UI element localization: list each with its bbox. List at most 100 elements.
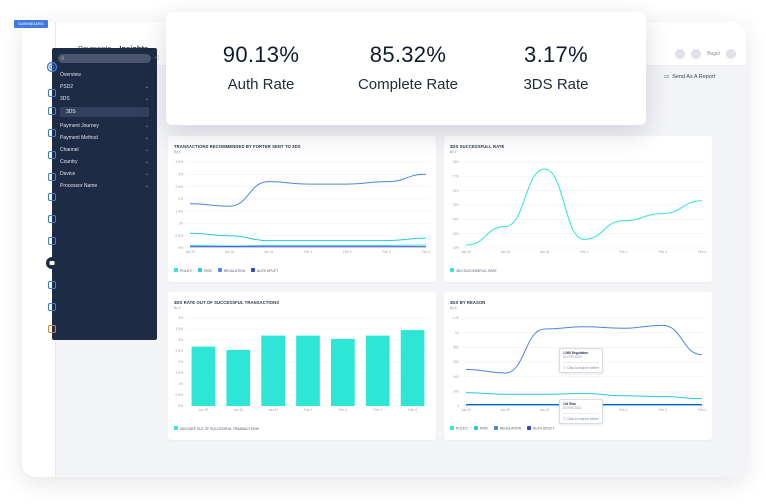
y-tick-label: 74% xyxy=(452,218,459,222)
tooltip-link-label: Click to explore further xyxy=(567,417,599,421)
series-line[interactable] xyxy=(189,244,427,247)
legend-item[interactable]: POLICY xyxy=(450,426,468,431)
bar[interactable] xyxy=(296,335,320,406)
tooltip-date: 02 FEB 2022 xyxy=(563,406,582,410)
legend-item[interactable]: RISK xyxy=(198,268,212,273)
warning-icon[interactable] xyxy=(46,300,58,312)
transfer-icon[interactable] xyxy=(46,86,58,98)
x-tick-label: Jan 30 xyxy=(500,250,510,254)
tooltip-link-label: Click to explore further xyxy=(567,366,599,370)
y-tick-label: 200 xyxy=(453,390,459,394)
sidebar-search-input[interactable]: Q ◁ xyxy=(58,54,159,63)
series-line[interactable] xyxy=(189,232,427,242)
bar[interactable] xyxy=(365,335,390,406)
x-tick-label: Feb 1 xyxy=(304,250,313,254)
sidebar-item[interactable]: Overview xyxy=(58,69,151,81)
tooltip-title: 1.066 Regulation xyxy=(563,351,589,355)
insights-icon[interactable] xyxy=(46,256,58,269)
alert-icon[interactable] xyxy=(46,148,58,160)
sidebar-item[interactable]: Country ⌄ xyxy=(58,156,151,168)
sidebar-item-label: 3DS xyxy=(60,96,70,102)
user-menu[interactable]: Bagel xyxy=(707,51,720,57)
send-report-button[interactable]: ▭ Send As A Report xyxy=(664,74,716,80)
bar[interactable] xyxy=(331,338,355,406)
tooltip-link[interactable]: ⓘ Click to explore further xyxy=(563,413,599,421)
sidebar-item-label: Device xyxy=(60,171,76,177)
legend-item[interactable]: 3DS RATE OUT OF SUCCESSFUL TRANSACTIONS xyxy=(174,426,259,431)
users-icon[interactable] xyxy=(46,104,58,116)
sidebar-item-label: Processor Name xyxy=(60,183,98,189)
kpi-label: 3DS Rate xyxy=(523,76,589,93)
y-tick-label: 1.2K xyxy=(452,316,460,320)
x-tick-label: Feb 4 xyxy=(422,250,431,254)
collapse-icon[interactable]: ◁ xyxy=(154,55,159,61)
card-icon[interactable] xyxy=(46,212,58,224)
legend-item[interactable]: RISK xyxy=(474,426,488,431)
kpi-auth-rate: 90.13% Auth Rate xyxy=(191,42,331,93)
bar[interactable] xyxy=(191,346,216,406)
bar[interactable] xyxy=(261,335,285,406)
legend-item[interactable]: REGULATION xyxy=(493,426,521,431)
legend-swatch xyxy=(174,426,178,430)
fingerprint-icon[interactable] xyxy=(46,170,58,182)
series-line[interactable] xyxy=(465,392,703,400)
sidebar-item-label: Payment Method xyxy=(60,135,98,141)
x-tick-label: Jan 29 xyxy=(461,250,471,254)
x-tick-label: Feb 1 xyxy=(580,250,589,254)
x-tick-label: Feb 2 xyxy=(343,250,352,254)
info-icon: ⓘ xyxy=(563,366,568,370)
x-tick-label: Jan 31 xyxy=(264,250,274,254)
y-tick-label: 2% xyxy=(178,197,183,201)
flag-icon[interactable] xyxy=(46,322,58,334)
x-tick-label: Feb 4 xyxy=(698,408,707,412)
sidebar-item[interactable]: Device ⌄ xyxy=(58,168,151,180)
tooltip-link[interactable]: ⓘ Click to explore further xyxy=(563,362,599,370)
sidebar-item[interactable]: 3DS xyxy=(60,107,149,117)
series-line[interactable] xyxy=(189,173,427,207)
bar[interactable] xyxy=(226,349,251,406)
chart-subtitle: By # xyxy=(174,150,181,154)
x-tick-label: Feb 3 xyxy=(373,408,382,412)
x-tick-label: Feb 3 xyxy=(658,250,667,254)
sidebar-item[interactable]: Payment Method ⌄ xyxy=(58,132,151,144)
legend-item[interactable]: REGULATION xyxy=(217,268,245,273)
settings-icon[interactable] xyxy=(46,234,58,246)
bar[interactable] xyxy=(400,330,425,406)
chart-tooltip[interactable]: 1.066 Regulation 02 FEB 2022 ⓘ Click to ex… xyxy=(559,348,603,373)
sidebar-item[interactable]: Channel ⌄ xyxy=(58,144,151,156)
sidebar-item[interactable]: 3DS ⌄ xyxy=(58,93,151,105)
y-tick-label: 0.5% xyxy=(175,234,183,238)
logo-icon[interactable] xyxy=(46,60,58,73)
x-tick-label: Feb 4 xyxy=(408,408,417,412)
y-tick-label: 1% xyxy=(178,382,183,386)
y-tick-label: 1.5% xyxy=(175,209,183,213)
y-tick-label: 1K xyxy=(455,331,460,335)
notification-icon[interactable] xyxy=(691,49,702,59)
chevron-down-icon: ⌄ xyxy=(144,171,149,177)
chart-tooltip[interactable]: 134 Risk 02 FEB 2022 ⓘ Click to explore fu… xyxy=(559,399,603,424)
legend-item[interactable]: AUTH UPLIFT xyxy=(527,426,554,431)
help-icon[interactable] xyxy=(675,49,686,59)
legend-item[interactable]: 3DS SUCCESSFULL RATE xyxy=(450,268,497,273)
series-line[interactable] xyxy=(465,168,703,246)
chart-subtitle: By # xyxy=(450,306,457,310)
y-tick-label: 3% xyxy=(178,172,183,176)
y-tick-label: 72% xyxy=(452,246,459,250)
x-tick-label: Feb 2 xyxy=(619,408,628,412)
legend-item[interactable]: POLICY xyxy=(174,268,192,273)
shield-icon[interactable] xyxy=(46,126,58,138)
chart-legend: 3DS SUCCESSFULL RATE xyxy=(450,268,497,273)
legend-item[interactable]: AUTH UPLIFT xyxy=(251,268,278,273)
chart-legend: POLICY RISK REGULATION AUTH UPLIFT xyxy=(450,426,554,431)
sidebar-item[interactable]: Payment Journey ⌄ xyxy=(58,120,151,132)
clock-icon[interactable] xyxy=(46,190,58,202)
sidebar-item[interactable]: PSD2 ⌄ xyxy=(58,81,151,93)
report-icon[interactable] xyxy=(46,278,58,290)
kpi-label: Complete Rate xyxy=(357,76,459,93)
series-line[interactable] xyxy=(465,324,703,374)
sidebar-item[interactable]: Processor Name ⌄ xyxy=(58,180,151,192)
x-tick-label: Jan 30 xyxy=(233,408,243,412)
y-tick-label: 4% xyxy=(178,316,183,320)
legend-swatch xyxy=(474,426,479,430)
avatar[interactable] xyxy=(726,49,736,59)
